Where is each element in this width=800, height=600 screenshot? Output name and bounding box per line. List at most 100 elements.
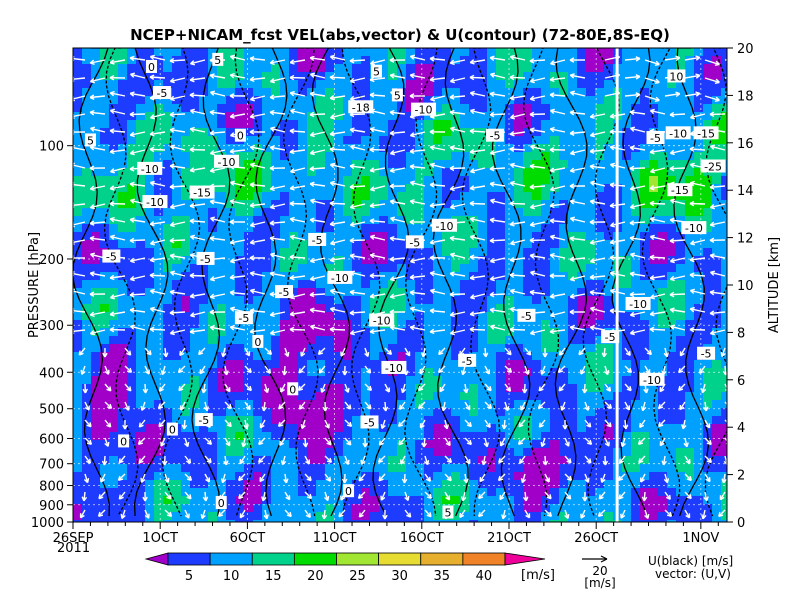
wind-vector [250,77,266,81]
speed-cell [343,384,353,393]
speed-cell [181,408,191,417]
speed-cell [406,80,416,89]
speed-cell [451,416,461,425]
speed-cell [487,448,497,457]
speed-cell [388,496,398,505]
speed-cell [577,176,587,185]
wind-vector-head [329,200,335,207]
speed-cell [370,224,380,233]
speed-cell [559,208,569,217]
speed-cell [631,240,641,249]
speed-cell [640,176,650,185]
speed-cell [541,280,551,289]
speed-cell [496,328,506,337]
wind-vector-head [189,202,195,209]
speed-cell [604,424,614,433]
wind-vector-head [210,90,215,96]
speed-cell [460,152,470,161]
speed-cell [532,472,542,481]
speed-cell [361,64,371,73]
speed-cell [316,512,326,521]
speed-cell [208,504,218,513]
speed-cell [172,152,182,161]
speed-cell [307,360,317,369]
speed-cell [127,160,137,169]
speed-cell [370,360,380,369]
speed-cell [208,144,218,153]
speed-cell [514,264,524,273]
wind-vector [350,145,366,151]
speed-cell [370,472,380,481]
speed-cell [685,240,695,249]
speed-cell [424,344,434,353]
speed-cell [667,168,677,177]
wind-vector-head [690,114,695,120]
speed-cell [424,120,434,129]
speed-cell [91,320,101,329]
speed-cell [406,464,416,473]
speed-cell [496,120,506,129]
speed-cell [343,192,353,201]
wind-vector [510,163,526,169]
speed-cell [631,488,641,497]
speed-cell [127,456,137,465]
speed-cell [667,88,677,97]
wind-vector-head [329,95,335,101]
speed-cell [514,184,524,193]
speed-cell [514,384,524,393]
speed-cell [442,320,452,329]
speed-cell [298,352,308,361]
speed-cell [532,480,542,489]
speed-cell [379,136,389,145]
speed-cell [262,456,272,465]
speed-cell [667,480,677,489]
speed-cell [118,488,128,497]
speed-cell [379,112,389,121]
speed-cell [136,464,146,473]
speed-cell [217,352,227,361]
speed-cell [595,488,605,497]
speed-cell [388,400,398,409]
speed-cell [316,136,326,145]
speed-cell [316,344,326,353]
speed-cell [541,272,551,281]
wind-vector-head [569,150,575,156]
speed-cell [235,280,245,289]
speed-cell [532,512,542,521]
speed-cell [496,168,506,177]
speed-cell [73,168,83,177]
speed-cell [586,312,596,321]
speed-cell [118,48,128,57]
speed-cell [451,392,461,401]
speed-cell [649,320,659,329]
speed-cell [199,240,209,249]
speed-cell [568,360,578,369]
speed-cell [532,112,542,121]
wind-vector [290,59,306,64]
speed-cell [91,488,101,497]
speed-cell [577,392,587,401]
wind-vector [210,91,226,97]
speed-cell [298,472,308,481]
speed-cell [361,352,371,361]
speed-cell [676,448,686,457]
speed-cell [388,520,398,522]
speed-cell [118,192,128,201]
speed-cell [253,360,263,369]
speed-cell [154,312,164,321]
speed-cell [550,96,560,105]
speed-cell [199,224,209,233]
wind-vector-head [89,109,95,116]
speed-cell [190,488,200,497]
speed-cell [532,96,542,105]
speed-cell [289,328,299,337]
speed-cell [550,296,560,305]
speed-cell [649,472,659,481]
speed-cell [568,400,578,409]
speed-cell [82,208,92,217]
speed-cell [595,136,605,145]
wind-vector-head [109,90,115,97]
speed-cell [343,152,353,161]
speed-cell [694,64,704,73]
speed-cell [163,112,173,121]
